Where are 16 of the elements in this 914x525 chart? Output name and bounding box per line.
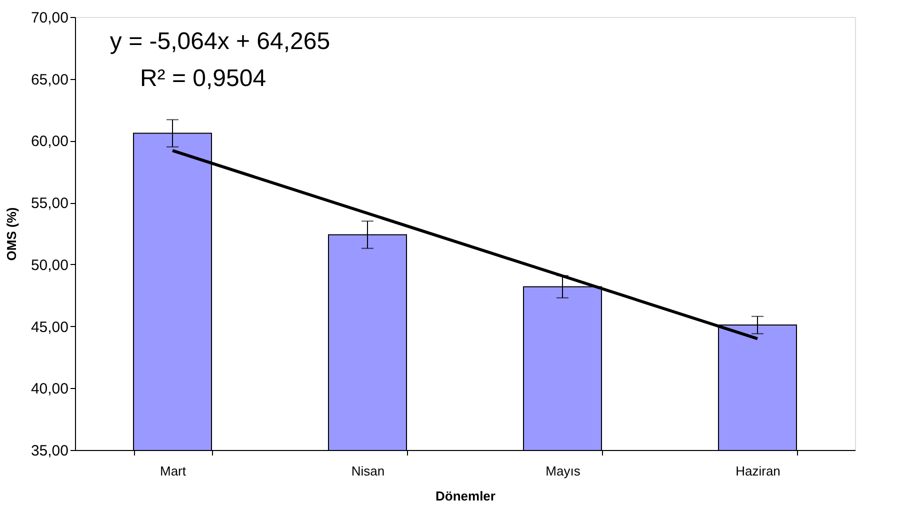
y-tick-label: 50,00	[30, 256, 68, 274]
y-tick-label: 70,00	[30, 10, 68, 26]
y-tick-label: 65,00	[30, 71, 68, 88]
annotation: R² = 0,9504	[140, 65, 266, 92]
x-tick-label: Mart	[160, 464, 186, 478]
y-tick-label: 35,00	[30, 442, 68, 460]
annotation: y = -5,064x + 64,265	[110, 28, 330, 55]
y-tick-label: 40,00	[30, 380, 68, 398]
y-tick-label: 55,00	[30, 195, 68, 212]
x-tick-label: Mayıs	[546, 464, 581, 478]
y-tick-label: 45,00	[30, 318, 68, 336]
x-axis-title: Dönemler	[436, 488, 496, 504]
y-tick-label: 60,00	[30, 133, 68, 150]
x-tick-label: Haziran	[736, 464, 780, 478]
x-tick-label: Nisan	[351, 464, 385, 478]
y-axis-title: OMS (%)	[4, 207, 19, 261]
